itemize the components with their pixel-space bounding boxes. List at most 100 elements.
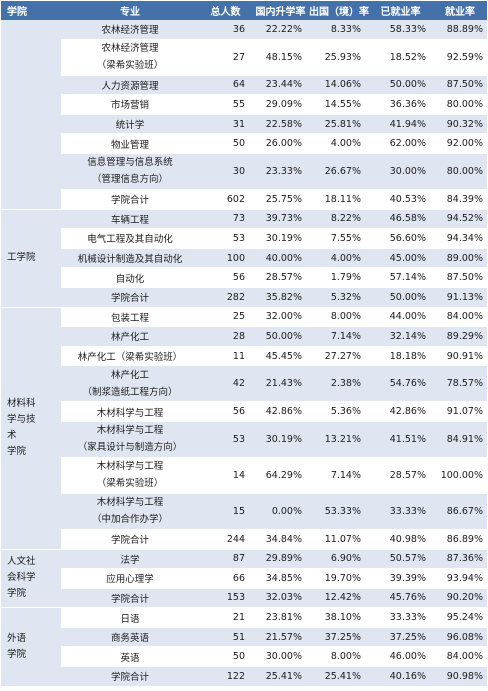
abroad-rate-cell: 19.70% (309, 568, 368, 589)
table-row: 电气工程及其自动化 53 30.19% 7.55% 56.60% 94.34% (1, 228, 487, 249)
employment-rate-cell: 86.67% (433, 493, 487, 530)
major-name-line: 农林经济管理 (101, 25, 159, 37)
domestic-rate-cell: 23.81% (252, 607, 309, 628)
header-domestic-rate: 国内升学率 (252, 1, 309, 20)
employed-rate-cell: 41.51% (368, 421, 433, 458)
table-row: 学院合计 122 25.41% 25.41% 40.16% 90.98% (1, 666, 487, 687)
abroad-rate-cell: 14.06% (309, 75, 368, 96)
major-name-line: 农林经济管理 (101, 43, 159, 55)
total-cell: 153 (199, 588, 252, 609)
table-row: 木材科学与工程 （家具设计与制造方向） 53 30.19% 13.21% 41.51% 84… (1, 421, 487, 458)
abroad-rate-cell: 37.25% (309, 627, 368, 648)
major-name-line: 包装工程 (110, 312, 149, 324)
table-row: 外语 学院 日语 21 23.81% 38.10% 33.33% 95.24% (1, 607, 487, 687)
college-cell: 人文社 会科学 学院 (1, 548, 61, 609)
total-cell: 602 (199, 189, 252, 210)
employed-rate-cell: 30.00% (368, 153, 433, 190)
table-row: 林产化工 （制浆造纸工程方向） 42 21.43% 2.38% 54.76% 78.57% (1, 365, 487, 403)
total-cell: 36 (199, 20, 252, 40)
table-row: 林产化工 28 50.00% 7.14% 32.14% 89.29% (1, 326, 487, 347)
abroad-rate-cell: 6.90% (309, 548, 368, 570)
major-cell: 人力资源管理 (61, 75, 199, 96)
total-cell: 11 (199, 346, 252, 367)
college-name-line: 学院 (7, 648, 27, 660)
domestic-rate-cell: 32.03% (252, 588, 309, 609)
college-name-line: 工学院 (7, 252, 36, 264)
major-cell: 学院合计 (61, 287, 199, 308)
major-name-line: 学院合计 (110, 672, 149, 684)
employment-rate-cell: 90.91% (433, 346, 487, 367)
abroad-rate-cell: 1.79% (309, 267, 368, 288)
major-name-line: 林产化工 (110, 369, 149, 381)
abroad-rate-cell: 4.00% (309, 248, 368, 269)
major-name-line: 木材科学与工程 (96, 461, 164, 473)
abroad-rate-cell: 25.93% (309, 39, 368, 76)
abroad-rate-cell: 25.81% (309, 114, 368, 135)
employed-rate-cell: 50.00% (368, 287, 433, 308)
employment-rate-cell: 95.24% (433, 607, 487, 628)
employed-rate-cell: 42.86% (368, 401, 433, 422)
employment-rate-cell: 80.00% (433, 153, 487, 190)
domestic-rate-cell: 34.85% (252, 568, 309, 589)
employed-rate-cell: 28.57% (368, 457, 433, 494)
college-name-line: 会科学 (7, 572, 36, 584)
domestic-rate-cell: 30.19% (252, 228, 309, 249)
abroad-rate-cell: 5.32% (309, 287, 368, 308)
employment-rate-cell: 78.57% (433, 365, 487, 403)
employed-rate-cell: 40.98% (368, 529, 433, 550)
employed-rate-cell: 18.18% (368, 346, 433, 367)
abroad-rate-cell: 11.07% (309, 529, 368, 550)
domestic-rate-cell: 34.84% (252, 529, 309, 550)
table-row: 自动化 56 28.57% 1.79% 57.14% 87.50% (1, 267, 487, 288)
total-cell: 66 (199, 568, 252, 589)
total-cell: 21 (199, 607, 252, 628)
employment-rate-cell: 90.98% (433, 666, 487, 687)
employed-rate-cell: 56.60% (368, 228, 433, 249)
major-name-line: 信息管理与信息系统 (87, 157, 173, 169)
total-cell: 25 (199, 306, 252, 328)
abroad-rate-cell: 13.21% (309, 421, 368, 458)
college-cell: 材料科 学与技术学院 (1, 306, 61, 550)
total-cell: 31 (199, 114, 252, 135)
major-name-line: 法学 (120, 554, 140, 566)
college-name-line: 学与技 (7, 414, 36, 426)
major-name-line: （制浆造纸工程方向） (82, 386, 178, 398)
major-cell: 林产化工（梁希实验班） (61, 346, 199, 367)
table-row: 木材科学与工程 （梁希实验班） 14 64.29% 7.14% 28.57% 100.00% (1, 457, 487, 494)
employed-rate-cell: 40.53% (368, 189, 433, 210)
header-row: 学院 专业 总人数 国内升学率 出国（境）率 已就业率 就业率 (1, 1, 487, 20)
major-cell: 市场营销 (61, 94, 199, 115)
abroad-rate-cell: 8.00% (309, 306, 368, 328)
major-cell: 木材科学与工程 （中加合作办学） (61, 493, 199, 530)
major-name-line: 自动化 (115, 273, 145, 285)
table-body: 农林经济管理 36 22.22% 8.33% 58.33% 88.89% 农林经济管理 （梁希… (1, 20, 487, 687)
abroad-rate-cell: 7.14% (309, 326, 368, 347)
employed-rate-cell: 62.00% (368, 133, 433, 154)
major-cell: 包装工程 (61, 306, 199, 328)
major-cell: 木材科学与工程 （梁希实验班） (61, 457, 199, 494)
college-cell (1, 20, 61, 210)
major-cell: 林产化工 （制浆造纸工程方向） (61, 365, 199, 403)
table-row: 学院合计 282 35.82% 5.32% 50.00% 91.13% (1, 287, 487, 308)
major-name-line: 应用心理学 (106, 574, 154, 586)
abroad-rate-cell: 26.67% (309, 153, 368, 190)
abroad-rate-cell: 18.11% (309, 189, 368, 210)
employment-rate-cell: 84.00% (433, 646, 487, 668)
domestic-rate-cell: 32.00% (252, 306, 309, 328)
major-name-line: （梁希实验班） (96, 478, 164, 490)
total-cell: 14 (199, 457, 252, 494)
major-cell: 电气工程及其自动化 (61, 228, 199, 249)
major-name-line: 木材科学与工程 (96, 425, 164, 437)
abroad-rate-cell: 7.55% (309, 228, 368, 249)
total-cell: 64 (199, 75, 252, 96)
total-cell: 244 (199, 529, 252, 550)
employment-rate-cell: 86.89% (433, 529, 487, 550)
employed-rate-cell: 45.00% (368, 248, 433, 269)
major-name-line: 学院合计 (110, 293, 149, 305)
employed-rate-cell: 40.16% (368, 666, 433, 687)
major-cell: 商务英语 (61, 627, 199, 648)
domestic-rate-cell: 21.43% (252, 365, 309, 403)
college-name-line: 学院 (7, 446, 27, 458)
employment-rate-cell: 80.00% (433, 94, 487, 115)
major-cell: 木材科学与工程 （家具设计与制造方向） (61, 421, 199, 458)
